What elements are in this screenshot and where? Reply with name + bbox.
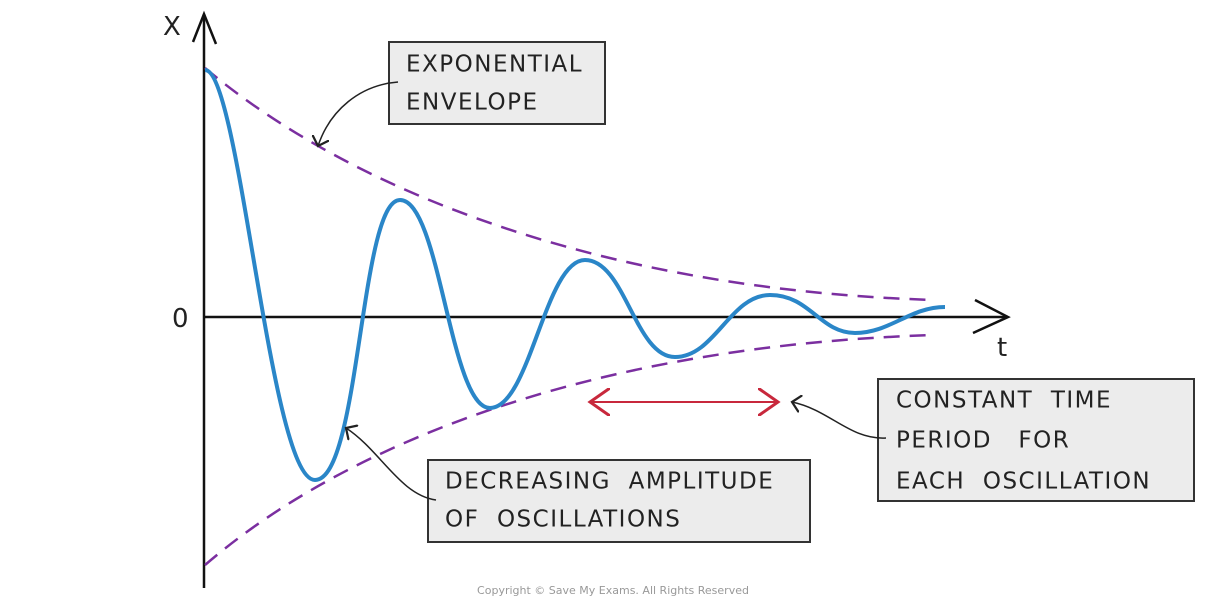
callout-text: DECREASING AMPLITUDE (445, 469, 774, 495)
callout-text: ENVELOPE (406, 90, 539, 116)
callout-text: OF OSCILLATIONS (445, 507, 681, 533)
upper-envelope (204, 67, 936, 302)
copyright: Copyright © Save My Exams. All Rights Re… (477, 584, 749, 597)
callout-arrow (346, 428, 437, 501)
callout-box (877, 378, 1195, 502)
oscillation-curve (204, 68, 946, 483)
callout-text: EACH OSCILLATION (896, 469, 1151, 495)
callout-arrow (318, 81, 399, 146)
callout-arrow (792, 402, 887, 439)
lower-envelope (204, 333, 936, 566)
x-label: t (997, 333, 1007, 363)
y-label: X (163, 12, 181, 42)
callout-box (427, 459, 811, 543)
callout-text: PERIOD FOR (896, 428, 1070, 454)
callout-box (388, 41, 606, 125)
callout-text: EXPONENTIAL (406, 52, 583, 78)
origin-label: 0 (172, 304, 189, 334)
x-arrow (972, 298, 1011, 335)
callout-text: CONSTANT TIME (896, 388, 1112, 414)
y-arrow (191, 10, 218, 45)
